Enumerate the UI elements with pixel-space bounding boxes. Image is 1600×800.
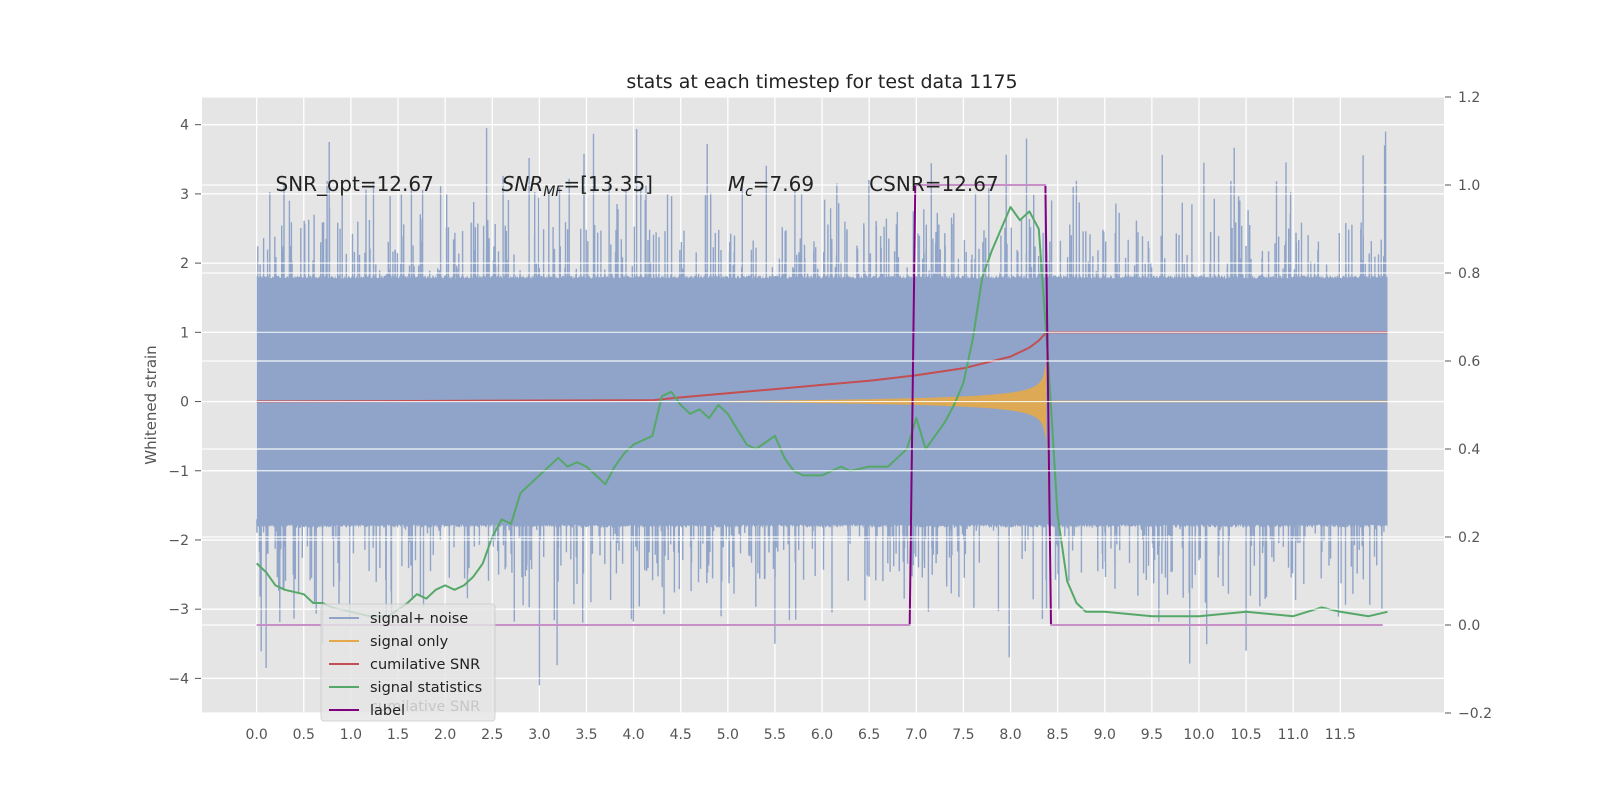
x-tick-label: 1.0	[340, 727, 362, 743]
legend-box	[320, 603, 496, 722]
axis-ticks: 0.0 0.5 1.0 1.5 2.0 2.5 3.0 3.5 4.0 4.5 5.0 5.5 6.0 6…	[168, 90, 1492, 743]
y-tick-label-right: 0.6	[1458, 354, 1480, 370]
x-tick-label: 7.0	[905, 727, 927, 743]
x-tick-label: 7.5	[952, 727, 974, 743]
x-tick-label: 9.5	[1141, 727, 1163, 743]
x-tick-label: 10.0	[1183, 727, 1214, 743]
x-tick-label: 11.0	[1278, 727, 1309, 743]
x-tick-label: 3.0	[528, 727, 550, 743]
annotation-mc: Mc=7.69	[728, 172, 814, 200]
y-tick-label-left: 0	[180, 395, 189, 411]
annotation-snr-mf: SNRMF=[13.35]	[502, 172, 653, 200]
x-tick-label: 11.5	[1325, 727, 1356, 743]
grid-overlay	[202, 96, 1444, 714]
x-tick-label: 3.5	[575, 727, 597, 743]
y-axis-label: Whitened strain	[142, 345, 160, 464]
y-tick-label-right: 0.4	[1458, 442, 1480, 458]
x-tick-label: 5.0	[717, 727, 739, 743]
legend-entry: label	[370, 703, 405, 719]
x-tick-label: 2.5	[481, 727, 503, 743]
annotation-csnr: CSNR=12.67	[869, 172, 999, 196]
x-tick-label: 2.0	[434, 727, 456, 743]
x-tick-label: 8.0	[999, 727, 1021, 743]
y-tick-label-left: −1	[168, 464, 189, 480]
x-tick-label: 8.5	[1047, 727, 1069, 743]
series-cumulative-snr	[256, 331, 1388, 403]
legend-entry: signal statistics	[370, 680, 482, 696]
x-tick-label: 6.5	[858, 727, 880, 743]
x-tick-label: 0.0	[246, 727, 268, 743]
x-tick-label: 9.0	[1094, 727, 1116, 743]
legend-entry: signal+ noise	[370, 611, 468, 627]
legend-entry: signal only	[370, 634, 449, 650]
y-tick-label-right: 0.2	[1458, 530, 1480, 546]
x-tick-label: 5.5	[764, 727, 786, 743]
y-tick-label-left: 4	[180, 118, 189, 134]
legend-entry: cumilative SNR	[370, 657, 480, 673]
y-tick-label-right: 1.0	[1458, 178, 1480, 194]
y-tick-label-left: −2	[168, 533, 189, 549]
x-tick-label: 4.5	[670, 727, 692, 743]
chart-title: stats at each timestep for test data 117…	[626, 71, 1017, 93]
y-tick-label-left: −4	[168, 671, 189, 687]
x-tick-label: 6.0	[811, 727, 833, 743]
x-tick-label: 10.5	[1231, 727, 1262, 743]
y-tick-label-right: 0.0	[1458, 618, 1480, 634]
y-tick-label-left: 3	[180, 187, 189, 203]
y-tick-label-left: −3	[168, 602, 189, 618]
annotation-snr-opt: SNR_opt=12.67	[276, 172, 434, 196]
y-tick-label-right: 0.8	[1458, 266, 1480, 282]
y-tick-label-left: 2	[180, 256, 189, 272]
y-tick-label-right: 1.2	[1458, 90, 1480, 106]
annotations: SNR_opt=12.67 SNRMF=[13.35] Mc=7.69 CSNR=12…	[276, 172, 999, 200]
y-tick-label-right: −0.2	[1458, 706, 1492, 722]
y-tick-label-left: 1	[180, 325, 189, 341]
x-tick-label: 1.5	[387, 727, 409, 743]
x-tick-label: 4.0	[622, 727, 644, 743]
legend: cumilative SNR signal+ noise signal only cu…	[320, 603, 496, 722]
legend-ghost-text: cumilative SNR	[370, 699, 480, 715]
series-signal-statistics	[256, 206, 1388, 618]
x-tick-label: 0.5	[293, 727, 315, 743]
